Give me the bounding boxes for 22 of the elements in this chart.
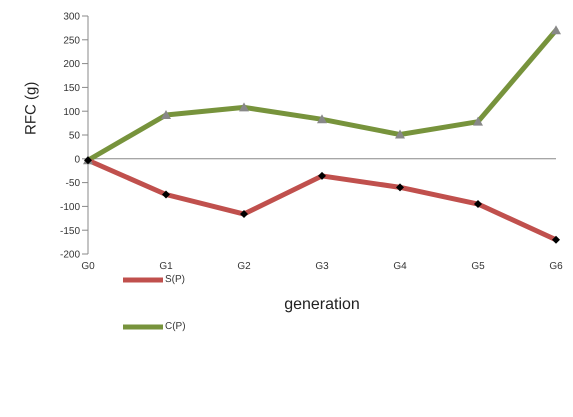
x-tick-label: G6 bbox=[549, 261, 564, 272]
y-tick-label: 150 bbox=[63, 82, 80, 94]
legend-label: C(P) bbox=[165, 321, 186, 332]
x-axis-title: generation bbox=[284, 296, 360, 313]
y-tick-label: -150 bbox=[60, 226, 80, 237]
y-axis-title: RFC (g) bbox=[22, 82, 40, 135]
y-tick-label: -200 bbox=[60, 250, 80, 261]
x-tick-label: G0 bbox=[81, 261, 96, 272]
y-tick-label: -50 bbox=[66, 178, 80, 190]
x-tick-label: G5 bbox=[471, 261, 486, 272]
legend-label: S(P) bbox=[165, 274, 185, 285]
y-tick-label: 200 bbox=[63, 59, 80, 70]
x-tick-label: G3 bbox=[315, 261, 330, 272]
y-tick-label: 250 bbox=[63, 35, 80, 46]
x-tick-label: G1 bbox=[159, 261, 174, 272]
y-tick-label: 300 bbox=[63, 12, 80, 23]
x-tick-label: G2 bbox=[237, 261, 252, 272]
x-tick-label: G4 bbox=[393, 261, 408, 272]
y-tick-label: 100 bbox=[63, 106, 80, 118]
y-tick-label: 0 bbox=[74, 154, 80, 166]
y-tick-label: -100 bbox=[60, 202, 80, 213]
y-tick-label: 50 bbox=[68, 130, 80, 142]
